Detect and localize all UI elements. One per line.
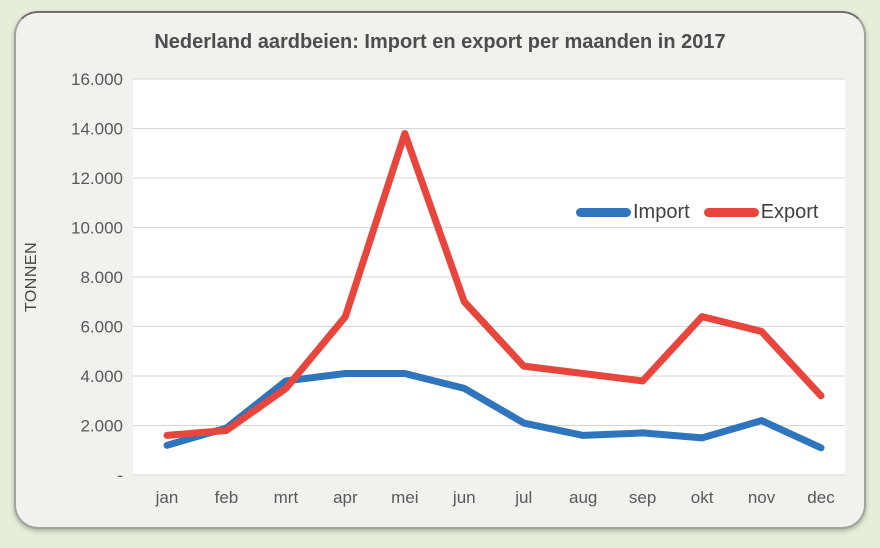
y-tick-label: 8.000	[80, 268, 123, 287]
x-tick-label: aug	[569, 488, 597, 507]
x-tick-label: okt	[691, 488, 714, 507]
x-tick-label: apr	[333, 488, 358, 507]
chart-title: Nederland aardbeien: Import en export pe…	[154, 31, 726, 53]
y-axis-title: TONNEN	[23, 241, 40, 313]
x-tick-label: mrt	[274, 488, 299, 507]
y-tick-label: 12.000	[71, 169, 123, 188]
x-tick-label: feb	[215, 488, 239, 507]
y-tick-label: 4.000	[80, 367, 123, 386]
x-tick-label: jan	[155, 488, 179, 507]
legend-label-export: Export	[760, 200, 819, 223]
x-tick-label: mei	[391, 488, 418, 507]
x-tick-label: nov	[748, 488, 776, 507]
y-tick-label: 2.000	[80, 417, 123, 436]
x-tick-label: dec	[807, 488, 835, 507]
y-tick-label: -	[117, 466, 123, 485]
y-tick-label: 14.000	[71, 120, 123, 139]
legend-label-import: Import	[633, 200, 690, 223]
y-tick-label: 6.000	[80, 318, 123, 337]
legend: Import Export	[576, 199, 819, 225]
x-tick-label: sep	[629, 488, 656, 507]
y-tick-label: 16.000	[71, 70, 123, 89]
import-line	[163, 370, 825, 452]
x-tick-label: jul	[514, 488, 532, 507]
legend-swatch-import	[576, 207, 631, 217]
y-tick-label: 10.000	[71, 219, 123, 238]
legend-swatch-export	[703, 207, 759, 217]
x-tick-label: jun	[452, 488, 476, 507]
export-line	[163, 129, 825, 439]
